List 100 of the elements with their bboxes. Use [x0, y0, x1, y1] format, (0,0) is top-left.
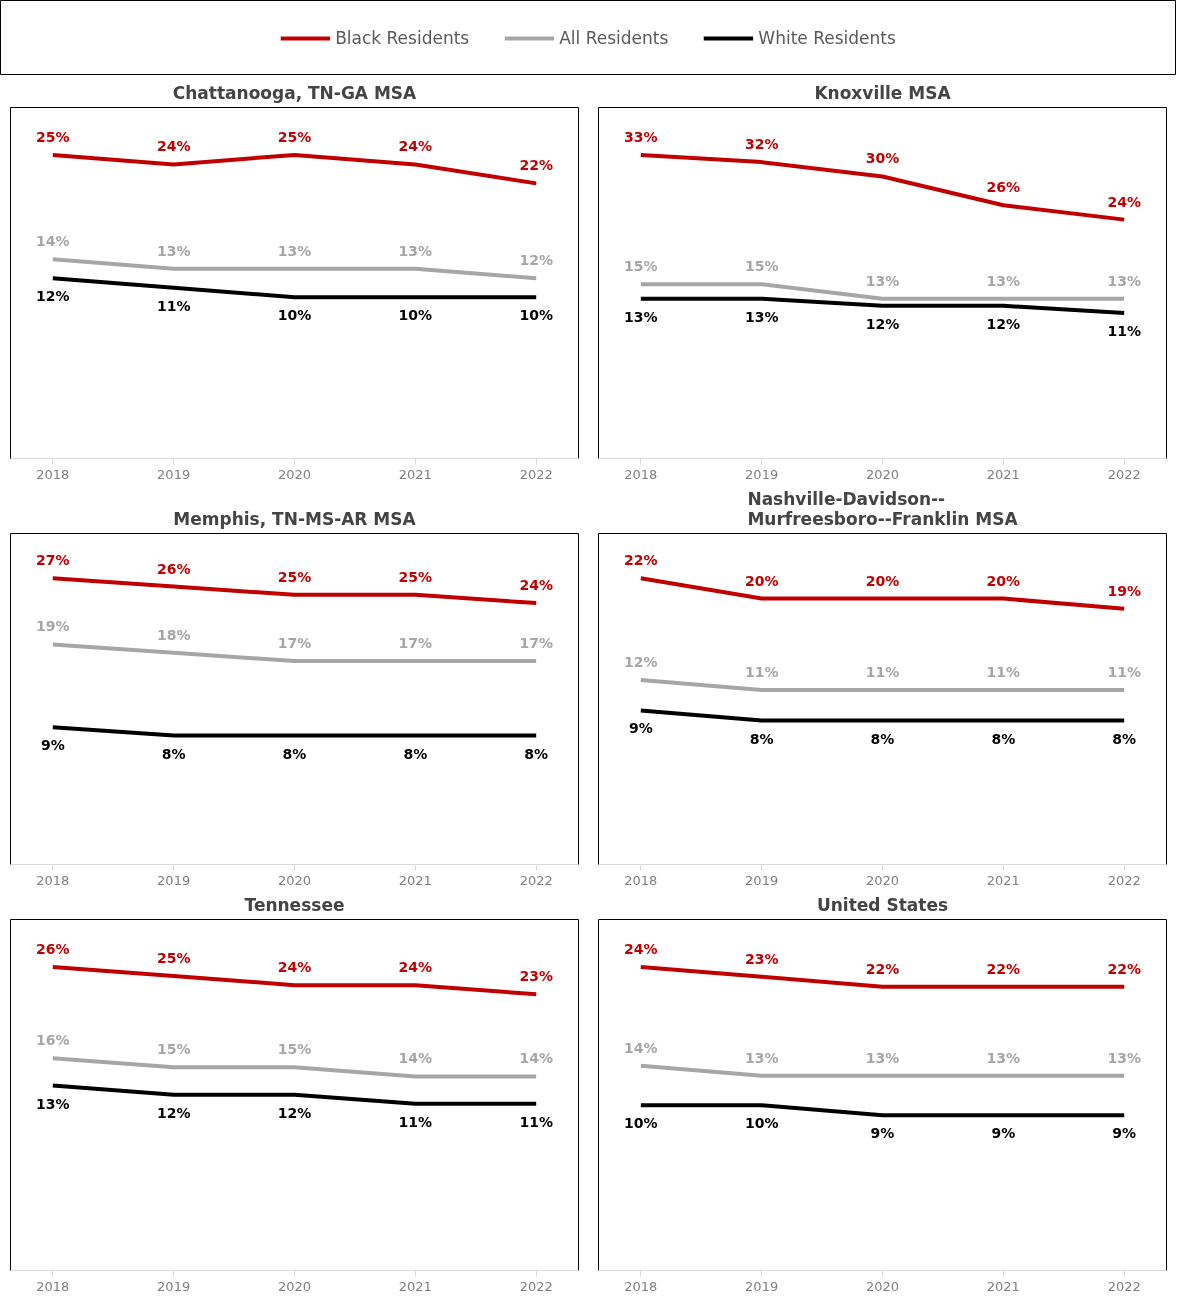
data-label: 11%: [1107, 664, 1141, 681]
chart-title: Nashville-Davidson-- Murfreesboro--Franklin MSA: [747, 488, 1019, 529]
x-tick-label: 2020: [277, 1278, 312, 1294]
data-label: 23%: [519, 968, 553, 985]
data-label: 11%: [744, 664, 779, 681]
data-label: 8%: [403, 745, 428, 762]
data-label: 11%: [865, 664, 900, 681]
data-label: 15%: [156, 1041, 191, 1058]
data-label: 13%: [744, 308, 779, 325]
chart-title: Memphis, TN-MS-AR MSA: [173, 508, 417, 529]
data-label: 11%: [1107, 323, 1141, 340]
x-tick-label: 2019: [157, 872, 191, 888]
data-label: 25%: [398, 568, 433, 585]
data-label: 14%: [398, 1050, 433, 1067]
data-label: 12%: [986, 315, 1021, 332]
data-label: 8%: [749, 730, 774, 747]
data-label: 24%: [398, 959, 433, 976]
x-tick-label: 2021: [398, 872, 432, 888]
data-label: 22%: [865, 960, 900, 977]
data-label: 25%: [277, 128, 312, 145]
data-label: 12%: [277, 1104, 312, 1121]
data-label: 9%: [991, 1125, 1016, 1142]
data-label: 17%: [277, 635, 312, 652]
x-tick-label: 2021: [398, 1278, 432, 1294]
x-tick-label: 2019: [157, 1278, 191, 1294]
x-tick-label: 2022: [519, 872, 553, 888]
data-label: 25%: [156, 950, 191, 967]
x-tick-label: 2019: [745, 872, 779, 888]
data-label: 26%: [36, 940, 70, 957]
data-label: 12%: [624, 653, 658, 670]
data-label: 8%: [282, 745, 307, 762]
data-label: 13%: [744, 1049, 779, 1066]
data-label: 13%: [277, 242, 312, 259]
data-label: 8%: [991, 730, 1016, 747]
x-tick-label: 2020: [277, 466, 312, 482]
data-label: 11%: [986, 664, 1021, 681]
data-label: 24%: [277, 959, 312, 976]
data-label: 25%: [277, 568, 312, 585]
data-label: 9%: [628, 720, 653, 737]
x-tick-label: 2019: [745, 466, 779, 482]
data-label: 11%: [156, 297, 191, 314]
data-label: 14%: [624, 1039, 658, 1056]
data-label: 24%: [1107, 193, 1141, 210]
data-label: 13%: [986, 1049, 1021, 1066]
x-tick-label: 2019: [745, 1278, 779, 1294]
x-tick-label: 2022: [1107, 466, 1141, 482]
data-label: 20%: [986, 572, 1021, 589]
data-label: 8%: [870, 730, 895, 747]
data-label: 15%: [624, 258, 658, 275]
x-tick-label: 2018: [624, 466, 658, 482]
data-label: 15%: [277, 1041, 312, 1058]
data-label: 9%: [1112, 1125, 1137, 1142]
data-label: 10%: [398, 307, 433, 324]
data-label: 14%: [36, 233, 70, 250]
data-label: 13%: [1107, 1049, 1141, 1066]
data-label: 17%: [398, 635, 433, 652]
data-label: 22%: [624, 552, 658, 569]
data-label: 20%: [744, 572, 779, 589]
data-label: 13%: [624, 308, 658, 325]
data-label: 22%: [519, 157, 553, 174]
data-label: 12%: [519, 252, 553, 269]
legend-label: White Residents: [758, 27, 896, 48]
x-tick-label: 2020: [865, 872, 900, 888]
data-label: 26%: [156, 560, 191, 577]
data-label: 11%: [398, 1113, 433, 1130]
data-label: 13%: [1107, 272, 1141, 289]
data-label: 22%: [986, 960, 1021, 977]
data-label: 8%: [161, 745, 186, 762]
chart-title: Chattanooga, TN-GA MSA: [172, 82, 418, 103]
data-label: 8%: [524, 745, 549, 762]
x-tick-label: 2020: [865, 1278, 900, 1294]
data-label: 13%: [865, 1049, 900, 1066]
data-label: 9%: [870, 1125, 895, 1142]
data-label: 13%: [986, 272, 1021, 289]
data-label: 10%: [744, 1115, 779, 1132]
data-label: 24%: [398, 138, 433, 155]
x-tick-label: 2022: [1107, 1278, 1141, 1294]
x-tick-label: 2021: [986, 1278, 1020, 1294]
x-tick-label: 2020: [865, 466, 900, 482]
x-tick-label: 2018: [36, 466, 70, 482]
data-label: 24%: [156, 138, 191, 155]
x-tick-label: 2018: [36, 1278, 70, 1294]
data-label: 18%: [156, 626, 191, 643]
chart-title: United States: [816, 894, 949, 915]
data-label: 24%: [624, 940, 658, 957]
data-label: 13%: [865, 272, 900, 289]
x-tick-label: 2018: [36, 872, 70, 888]
data-label: 15%: [744, 258, 779, 275]
data-label: 8%: [1112, 730, 1137, 747]
chart-title: Tennessee: [244, 894, 345, 915]
data-label: 10%: [277, 307, 312, 324]
data-label: 25%: [36, 128, 70, 145]
chart-title: Knoxville MSA: [814, 82, 952, 103]
data-label: 13%: [156, 242, 191, 259]
x-tick-label: 2018: [624, 1278, 658, 1294]
data-label: 12%: [156, 1104, 191, 1121]
x-tick-label: 2022: [519, 466, 553, 482]
data-label: 33%: [624, 128, 658, 145]
data-label: 10%: [519, 307, 553, 324]
x-tick-label: 2021: [986, 466, 1020, 482]
